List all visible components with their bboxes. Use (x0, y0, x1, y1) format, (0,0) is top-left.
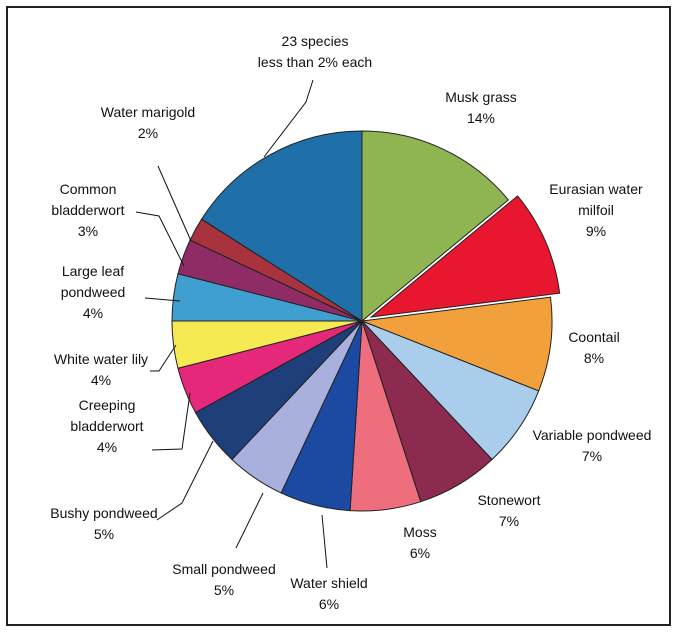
label-23-species-less-than-2-each: 23 species less than 2% each (258, 33, 372, 70)
label-line: Creeping (79, 397, 136, 413)
label-line: 4% (91, 372, 111, 388)
leader-line-white-water-lily (150, 344, 177, 372)
label-line: Common (60, 181, 117, 197)
label-line: milfoil (578, 202, 614, 218)
leader-line-23-species-less-than-2-each (263, 79, 314, 158)
leader-line-large-leaf-pondweed (144, 297, 181, 302)
label-line: 6% (410, 545, 430, 561)
label-line: pondweed (61, 284, 126, 300)
label-line: 9% (586, 223, 606, 239)
label-creeping-bladderwort: Creeping bladderwort 4% (70, 397, 143, 455)
label-small-pondweed: Small pondweed 5% (172, 561, 276, 598)
label-line: Water marigold (101, 104, 195, 120)
label-line: bladderwort (70, 418, 143, 434)
label-moss: Moss 6% (403, 524, 436, 561)
label-line: Bushy pondweed (50, 505, 157, 521)
leader-line-water-marigold (157, 165, 192, 242)
leader-line-creeping-bladderwort (151, 392, 191, 451)
label-water-shield: Water shield 6% (290, 575, 367, 612)
label-line: Water shield (290, 575, 367, 591)
label-stonewort: Stonewort 7% (477, 492, 540, 529)
label-line: White water lily (54, 351, 148, 367)
label-line: Large leaf (62, 263, 124, 279)
label-line: 5% (94, 526, 114, 542)
label-line: Small pondweed (172, 561, 276, 577)
leader-line-small-pondweed (235, 492, 264, 549)
label-line: Coontail (568, 329, 619, 345)
label-variable-pondweed: Variable pondweed 7% (533, 427, 652, 464)
label-line: bladderwort (51, 202, 124, 218)
label-line: 5% (214, 582, 234, 598)
label-large-leaf-pondweed: Large leaf pondweed 4% (61, 263, 126, 321)
label-line: 23 species (282, 33, 349, 49)
label-line: 7% (499, 513, 519, 529)
leader-line-common-bladderwort (135, 211, 185, 267)
label-line: 7% (582, 448, 602, 464)
label-line: Moss (403, 524, 436, 540)
label-line: Stonewort (477, 492, 540, 508)
label-line: Variable pondweed (533, 427, 652, 443)
label-line: Musk grass (445, 89, 517, 105)
slice-musk-grass (361, 130, 510, 323)
label-eurasian-water-milfoil: Eurasian water milfoil 9% (549, 181, 643, 239)
label-line: 8% (584, 350, 604, 366)
label-line: 14% (467, 110, 495, 126)
label-coontail: Coontail 8% (568, 329, 619, 366)
label-line: less than 2% each (258, 54, 372, 70)
label-bushy-pondweed: Bushy pondweed 5% (50, 505, 157, 542)
label-musk-grass: Musk grass 14% (445, 89, 517, 126)
label-line: Eurasian water (549, 181, 643, 197)
slice-coontail (361, 296, 553, 392)
slice-23-species-less-than-2-each (200, 130, 363, 322)
label-common-bladderwort: Common bladderwort 3% (51, 181, 124, 239)
label-line: 4% (97, 439, 117, 455)
label-line: 2% (138, 125, 158, 141)
label-line: 3% (78, 223, 98, 239)
leader-line-bushy-pondweed (156, 440, 214, 521)
label-water-marigold: Water marigold 2% (101, 104, 195, 141)
label-white-water-lily: White water lily 4% (54, 351, 148, 388)
label-line: 6% (319, 596, 339, 612)
slice-eurasian-water-milfoil (369, 195, 561, 318)
label-line: 4% (83, 305, 103, 321)
leader-line-water-shield (321, 514, 328, 569)
